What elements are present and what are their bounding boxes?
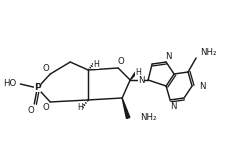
- Text: P: P: [34, 84, 41, 92]
- Text: NH₂: NH₂: [200, 48, 217, 56]
- Polygon shape: [130, 69, 139, 80]
- Text: N: N: [138, 77, 144, 85]
- Text: O: O: [118, 56, 124, 66]
- Text: NH₂: NH₂: [140, 113, 157, 122]
- Polygon shape: [122, 98, 130, 118]
- Text: N: N: [199, 82, 206, 92]
- Text: H: H: [77, 103, 83, 112]
- Text: O: O: [28, 106, 35, 116]
- Text: H: H: [93, 59, 99, 69]
- Text: HO: HO: [3, 79, 16, 88]
- Text: O: O: [43, 64, 50, 72]
- Text: H: H: [135, 67, 141, 77]
- Text: N: N: [170, 103, 176, 111]
- Text: O: O: [43, 103, 50, 112]
- Text: N: N: [165, 51, 171, 61]
